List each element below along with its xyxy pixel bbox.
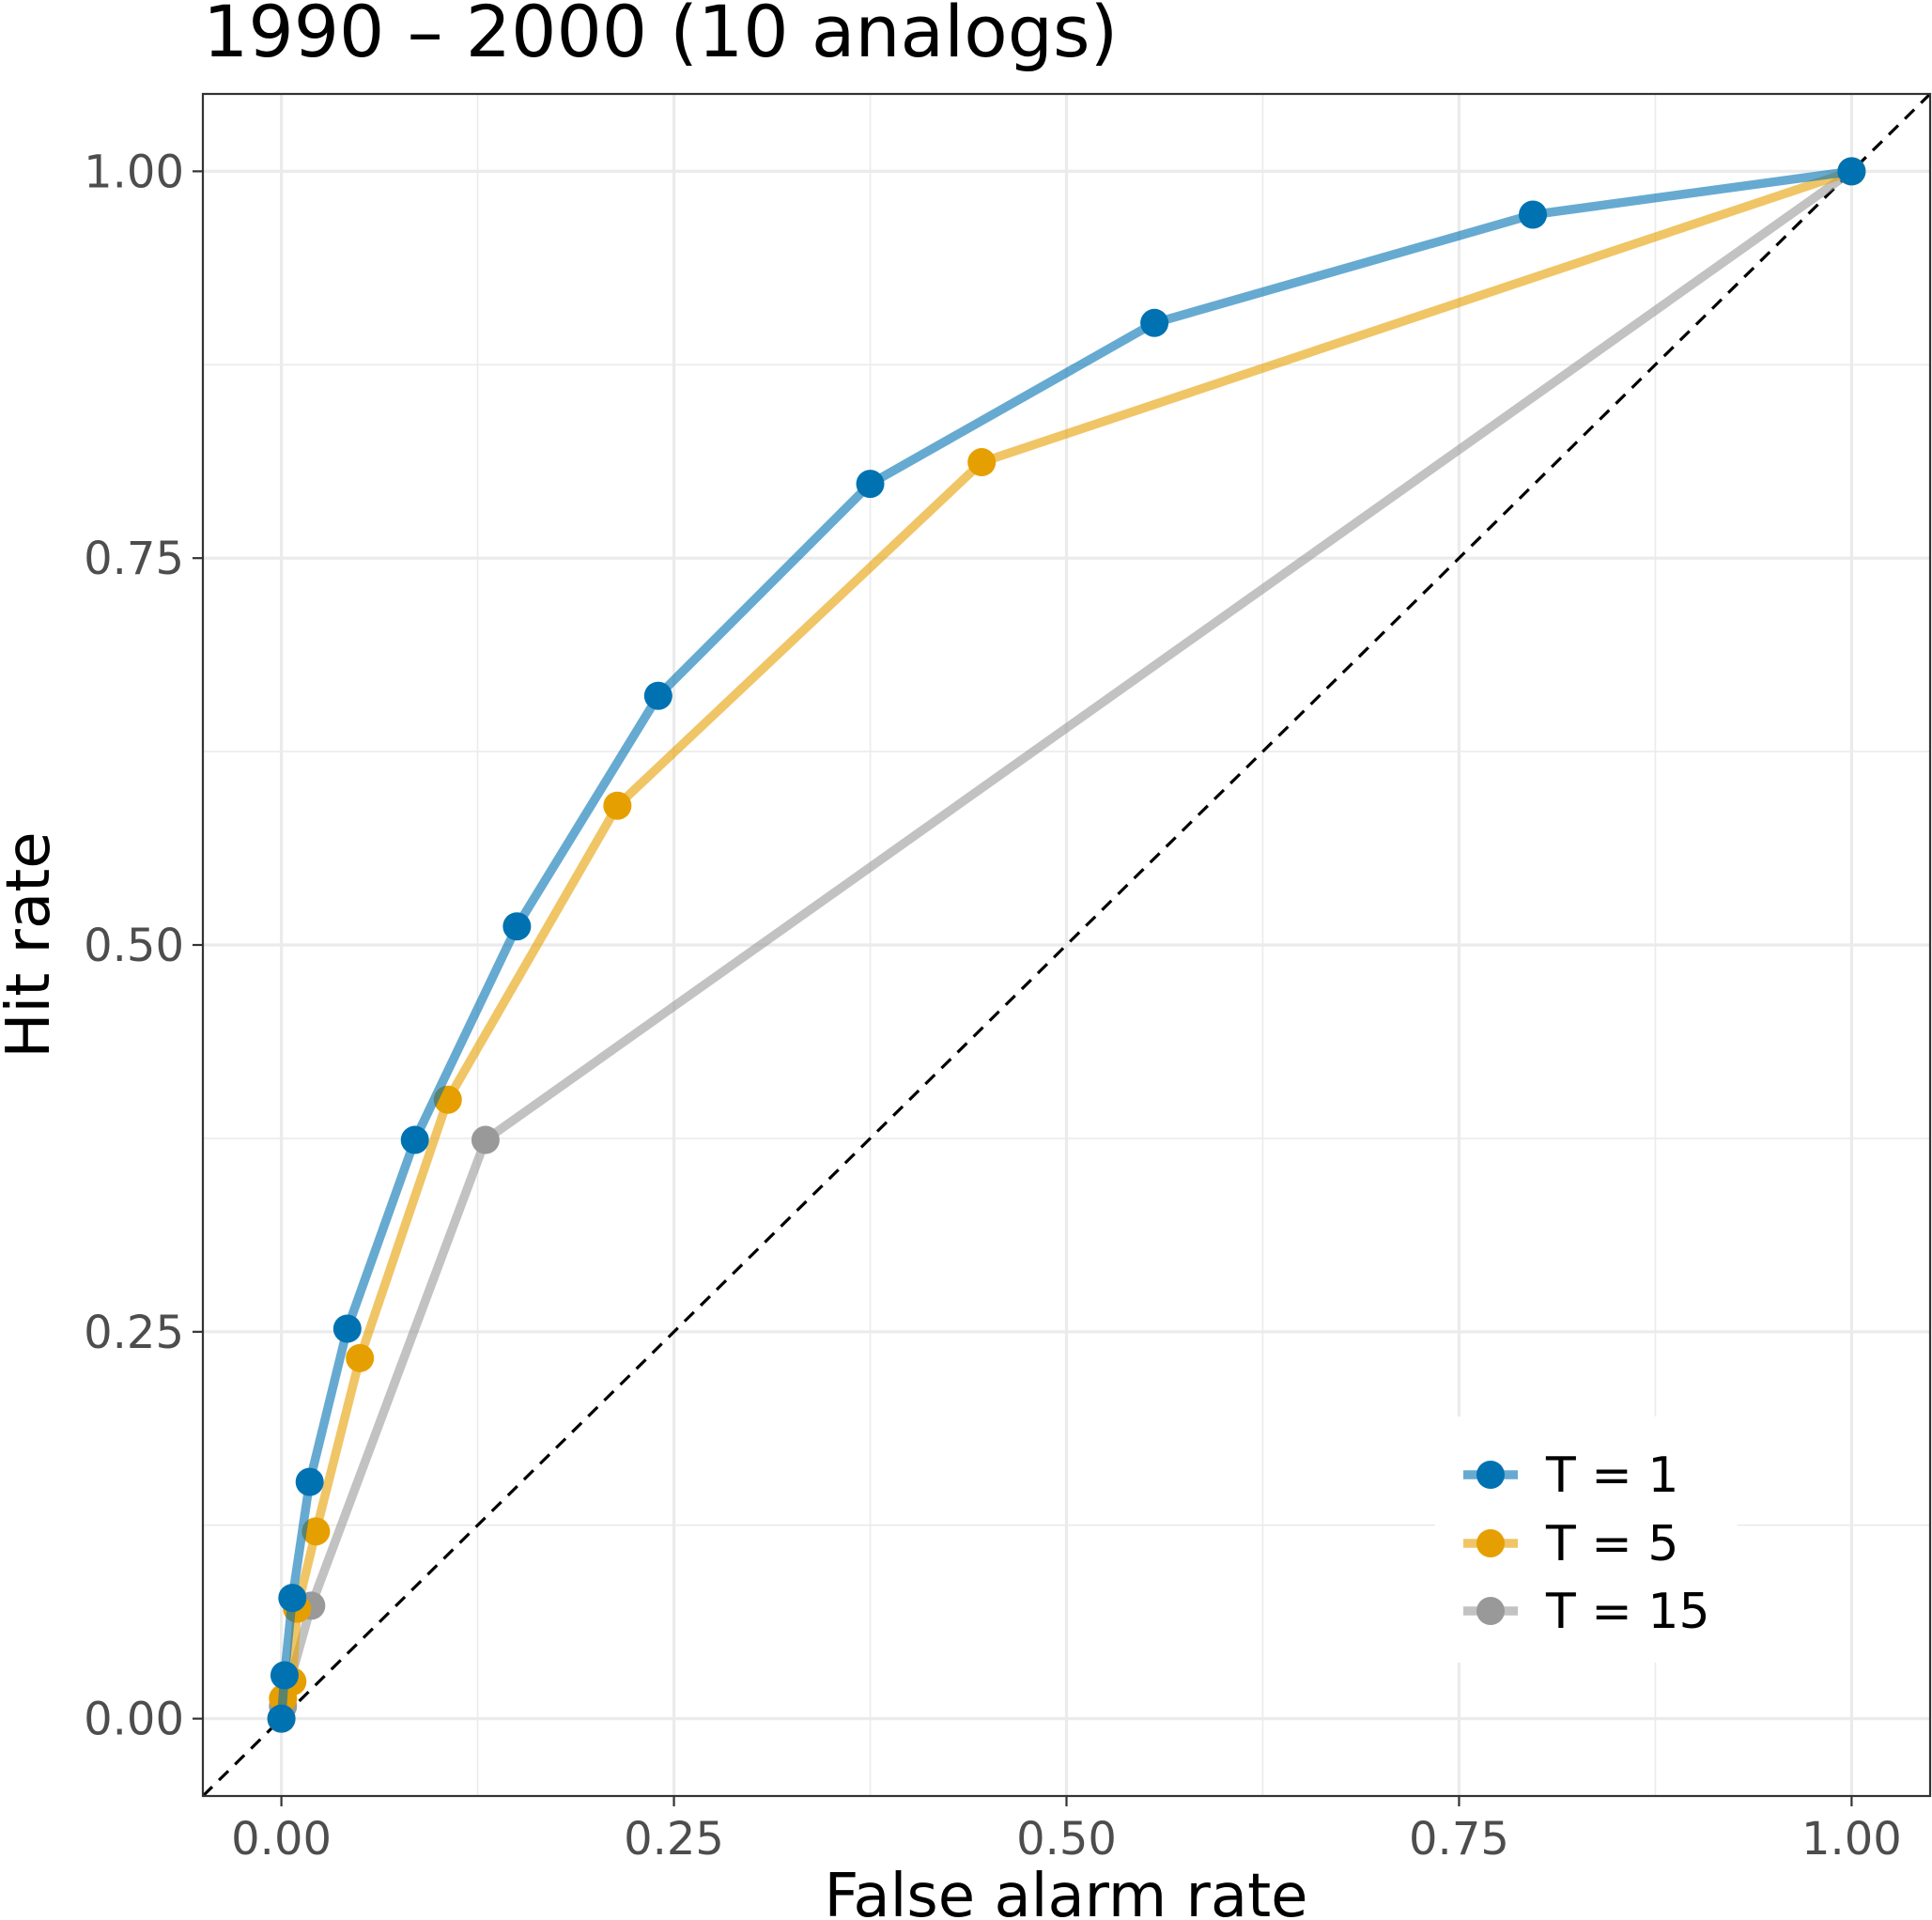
y-tick-label: 0.00 bbox=[84, 1694, 184, 1746]
data-point bbox=[502, 912, 532, 941]
y-tick-label: 0.25 bbox=[84, 1307, 184, 1359]
data-point bbox=[332, 1314, 362, 1343]
legend-entry: T = 5 bbox=[1463, 1516, 1678, 1572]
legend-label: T = 1 bbox=[1545, 1448, 1678, 1504]
data-point bbox=[856, 470, 885, 499]
x-tick-label: 0.25 bbox=[624, 1813, 724, 1866]
legend-key-point bbox=[1476, 1529, 1505, 1557]
y-tick-label: 0.50 bbox=[84, 920, 184, 972]
data-point bbox=[295, 1467, 324, 1496]
legend: T = 1 T = 5 T = 15 bbox=[1463, 1448, 1710, 1640]
data-point bbox=[1519, 200, 1548, 229]
data-point bbox=[270, 1661, 299, 1690]
x-tick-label: 0.75 bbox=[1409, 1813, 1509, 1866]
data-point bbox=[400, 1125, 429, 1154]
legend-label: T = 5 bbox=[1545, 1516, 1678, 1572]
x-tick-label: 0.50 bbox=[1016, 1813, 1117, 1866]
series-1 bbox=[267, 157, 1866, 1733]
legend-label: T = 15 bbox=[1545, 1584, 1710, 1640]
chart-title: 1990 – 2000 (10 analogs) bbox=[203, 0, 1118, 73]
data-point bbox=[603, 791, 632, 820]
legend-entry: T = 15 bbox=[1463, 1584, 1710, 1640]
data-point bbox=[301, 1517, 331, 1546]
data-point bbox=[278, 1584, 307, 1613]
data-point bbox=[1837, 157, 1866, 186]
data-point bbox=[1140, 308, 1169, 337]
x-axis-title: False alarm rate bbox=[824, 1862, 1307, 1920]
series-layer bbox=[267, 157, 1866, 1733]
legend-key-point bbox=[1476, 1597, 1505, 1625]
x-tick-label: 0.00 bbox=[231, 1813, 332, 1866]
data-point bbox=[346, 1343, 375, 1372]
x-axis-ticks: 0.00 0.25 0.50 0.75 1.00 bbox=[231, 1796, 1902, 1866]
y-tick-label: 0.75 bbox=[84, 533, 184, 585]
data-point bbox=[967, 448, 997, 477]
y-tick-label: 1.00 bbox=[84, 146, 184, 198]
data-point bbox=[267, 1704, 296, 1733]
data-point bbox=[471, 1125, 500, 1154]
y-axis-ticks: 0.00 0.25 0.50 0.75 1.00 bbox=[84, 146, 203, 1746]
data-point bbox=[643, 681, 672, 710]
legend-key-point bbox=[1476, 1461, 1505, 1489]
y-axis-title: Hit rate bbox=[0, 831, 64, 1058]
legend-entry: T = 1 bbox=[1463, 1448, 1678, 1504]
x-tick-label: 1.00 bbox=[1801, 1813, 1902, 1866]
